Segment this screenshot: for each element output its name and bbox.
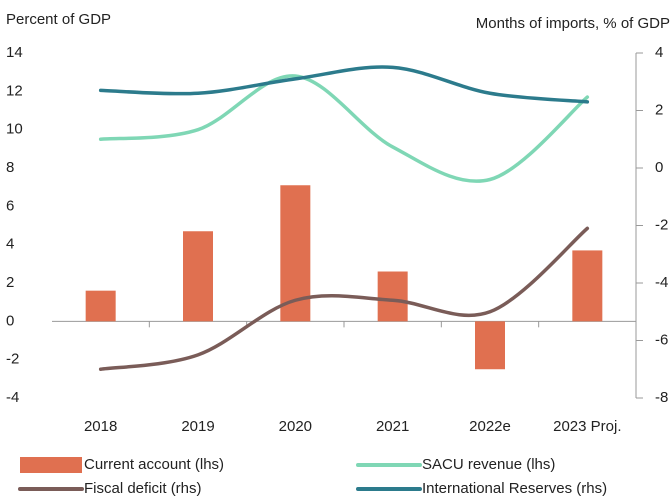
line xyxy=(98,226,590,371)
x-tick-label: 2018 xyxy=(84,418,117,435)
y-tick-label: 4 xyxy=(6,236,14,253)
y2-tick-label: 0 xyxy=(655,159,663,176)
line xyxy=(98,65,590,104)
legend-label: SACU revenue (lhs) xyxy=(422,456,555,473)
y-tick-label: 12 xyxy=(6,82,23,99)
x-tick-label: 2022e xyxy=(469,418,511,435)
x-tick-label: 2021 xyxy=(376,418,409,435)
y2-axis-title: Months of imports, % of GDP xyxy=(476,15,670,32)
x-tick-label: 2019 xyxy=(181,418,214,435)
bar xyxy=(475,321,505,370)
legend-swatch xyxy=(20,457,82,473)
y-tick-label: 14 xyxy=(6,44,23,61)
y2-tick-label: -4 xyxy=(655,274,668,291)
y2-tick-label: -6 xyxy=(655,331,668,348)
legend-label: Fiscal deficit (rhs) xyxy=(84,480,202,497)
y-tick-label: 2 xyxy=(6,274,14,291)
bar xyxy=(377,271,408,322)
x-tick-label: 2023 Proj. xyxy=(553,418,621,435)
y-tick-label: 10 xyxy=(6,121,23,138)
legend-label: International Reserves (rhs) xyxy=(422,480,607,497)
y2-tick-label: 4 xyxy=(655,44,663,61)
y2-tick-label: -2 xyxy=(655,216,668,233)
bar xyxy=(183,231,213,322)
legend-label: Current account (lhs) xyxy=(84,456,224,473)
y-tick-label: 8 xyxy=(6,159,14,176)
y2-tick-label: 2 xyxy=(655,101,663,118)
x-tick-label: 2020 xyxy=(279,418,312,435)
bar xyxy=(85,290,116,322)
y-axis-title: Percent of GDP xyxy=(6,11,111,28)
bar xyxy=(572,250,603,322)
line xyxy=(98,74,590,183)
y-tick-label: 0 xyxy=(6,312,14,329)
y-tick-label: -2 xyxy=(6,351,19,368)
y2-tick-label: -8 xyxy=(655,389,668,406)
y-tick-label: 6 xyxy=(6,197,14,214)
y-tick-label: -4 xyxy=(6,389,19,406)
